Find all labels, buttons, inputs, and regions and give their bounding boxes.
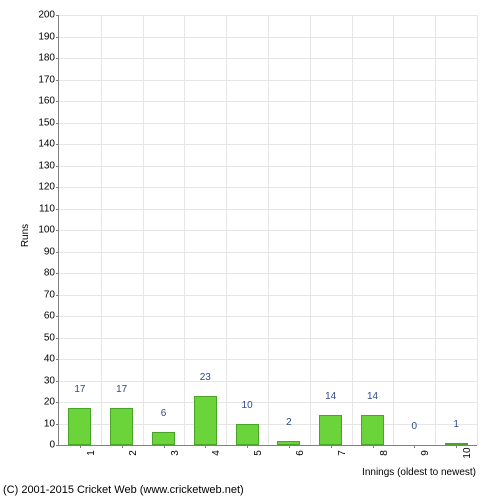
xtick-mark xyxy=(80,445,81,448)
xtick-label: 6 xyxy=(289,450,306,456)
gridline-vertical xyxy=(268,15,269,445)
ytick-label: 150 xyxy=(38,117,59,128)
bar-value-label: 17 xyxy=(74,384,85,395)
xtick-label: 2 xyxy=(122,450,139,456)
bar-value-label: 6 xyxy=(161,408,167,419)
copyright-text: (C) 2001-2015 Cricket Web (www.cricketwe… xyxy=(3,484,244,496)
bar-value-label: 14 xyxy=(367,391,378,402)
gridline-vertical xyxy=(184,15,185,445)
gridline-vertical xyxy=(226,15,227,445)
xtick-mark xyxy=(414,445,415,448)
bar-value-label: 0 xyxy=(412,421,418,432)
gridline-vertical xyxy=(435,15,436,445)
ytick-label: 170 xyxy=(38,74,59,85)
bar xyxy=(319,415,342,445)
xtick-label: 9 xyxy=(414,450,431,456)
ytick-label: 90 xyxy=(44,246,59,257)
bar-value-label: 10 xyxy=(242,400,253,411)
xtick-mark xyxy=(164,445,165,448)
bar-value-label: 14 xyxy=(325,391,336,402)
xtick-mark xyxy=(373,445,374,448)
ytick-label: 80 xyxy=(44,268,59,279)
ytick-label: 10 xyxy=(44,418,59,429)
bar xyxy=(194,396,217,445)
chart-container: 0102030405060708090100110120130140150160… xyxy=(0,0,500,500)
xtick-mark xyxy=(247,445,248,448)
x-axis-label: Innings (oldest to newest) xyxy=(362,467,476,478)
xtick-label: 1 xyxy=(80,450,97,456)
bar xyxy=(445,443,468,445)
bar xyxy=(236,424,259,446)
xtick-label: 7 xyxy=(331,450,348,456)
y-axis-label: Runs xyxy=(20,224,31,247)
gridline-vertical xyxy=(352,15,353,445)
ytick-label: 40 xyxy=(44,354,59,365)
xtick-label: 10 xyxy=(456,447,473,458)
xtick-mark xyxy=(289,445,290,448)
ytick-label: 70 xyxy=(44,289,59,300)
gridline-vertical xyxy=(310,15,311,445)
bar xyxy=(277,441,300,445)
ytick-label: 60 xyxy=(44,311,59,322)
ytick-label: 20 xyxy=(44,397,59,408)
xtick-label: 5 xyxy=(247,450,264,456)
bar-value-label: 2 xyxy=(286,417,292,428)
ytick-label: 30 xyxy=(44,375,59,386)
ytick-label: 120 xyxy=(38,182,59,193)
gridline-vertical xyxy=(393,15,394,445)
gridline-vertical xyxy=(101,15,102,445)
bar xyxy=(110,408,133,445)
bar-value-label: 17 xyxy=(116,384,127,395)
plot-area: 0102030405060708090100110120130140150160… xyxy=(58,15,477,446)
ytick-label: 130 xyxy=(38,160,59,171)
ytick-label: 190 xyxy=(38,31,59,42)
xtick-mark xyxy=(331,445,332,448)
xtick-mark xyxy=(122,445,123,448)
xtick-label: 4 xyxy=(205,450,222,456)
ytick-label: 50 xyxy=(44,332,59,343)
xtick-label: 8 xyxy=(373,450,390,456)
bar xyxy=(361,415,384,445)
ytick-label: 140 xyxy=(38,139,59,150)
ytick-label: 110 xyxy=(39,203,59,214)
gridline-vertical xyxy=(143,15,144,445)
gridline-vertical xyxy=(477,15,478,445)
ytick-label: 100 xyxy=(38,225,59,236)
ytick-label: 160 xyxy=(38,96,59,107)
xtick-label: 3 xyxy=(164,450,181,456)
bar-value-label: 1 xyxy=(453,419,459,430)
ytick-label: 180 xyxy=(38,53,59,64)
ytick-label: 0 xyxy=(49,440,59,451)
bar-value-label: 23 xyxy=(200,372,211,383)
bar xyxy=(68,408,91,445)
ytick-label: 200 xyxy=(38,10,59,21)
bar xyxy=(152,432,175,445)
xtick-mark xyxy=(205,445,206,448)
